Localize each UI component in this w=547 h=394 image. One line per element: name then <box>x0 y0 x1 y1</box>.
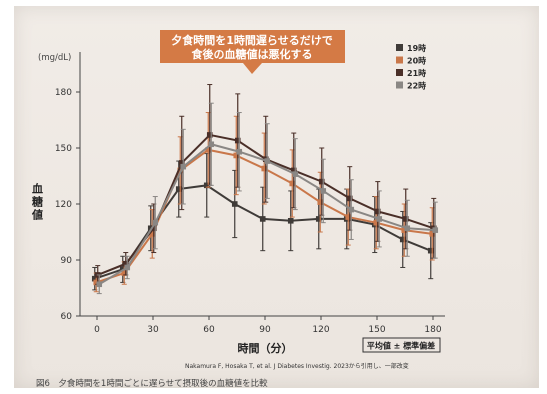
data-point <box>320 188 327 194</box>
legend-label: 21時 <box>407 68 426 78</box>
y-tick-label: 180 <box>55 88 72 98</box>
data-point <box>122 260 129 267</box>
data-point <box>234 137 241 144</box>
citation: Nakamura F, Hosaka T, et al. J Diabetes … <box>185 362 409 370</box>
data-point <box>427 247 434 254</box>
data-point <box>432 227 439 233</box>
data-point <box>376 216 383 222</box>
y-tick-label: 60 <box>61 312 73 322</box>
data-point <box>346 195 353 202</box>
x-tick-label: 0 <box>94 325 100 335</box>
data-point <box>404 225 411 232</box>
legend: 19時 20時 21時 22時 <box>396 43 426 91</box>
data-point <box>175 186 182 192</box>
data-point <box>150 225 157 232</box>
stats-badge-text: 平均値 ± 標準偏差 <box>367 341 435 351</box>
data-point <box>236 148 243 155</box>
data-point <box>373 219 380 226</box>
series-4 <box>96 102 439 295</box>
page-background <box>14 6 539 388</box>
data-point <box>401 227 408 233</box>
data-point <box>348 206 355 213</box>
data-point <box>259 216 266 222</box>
callout-line-1: 夕食時間を1時間遅らせるだけで <box>171 33 332 47</box>
data-point <box>374 208 381 215</box>
data-point <box>287 218 294 224</box>
data-point <box>233 152 240 159</box>
data-point <box>345 214 352 220</box>
data-point <box>178 160 185 166</box>
data-point <box>206 132 213 138</box>
stats-badge: 平均値 ± 標準偏差 <box>362 337 441 353</box>
data-point <box>289 180 296 187</box>
x-axis-title: 時間（分） <box>238 341 293 355</box>
data-point <box>290 167 297 174</box>
y-unit-label: (mg/dL) <box>38 53 71 63</box>
data-point <box>203 182 210 189</box>
x-tick-label: 150 <box>368 325 385 335</box>
y-tick-label: 90 <box>61 256 73 266</box>
callout-box: 夕食時間を1時間遅らせるだけで 食後の血糖値は悪化する <box>160 30 345 74</box>
series-3 <box>94 84 437 285</box>
data-point <box>121 270 128 276</box>
data-point <box>208 141 215 148</box>
series-layer <box>91 84 439 295</box>
stats-badge-frame <box>362 337 441 353</box>
data-point <box>149 231 156 237</box>
x-tick-label: 180 <box>424 325 441 335</box>
data-point <box>96 281 103 288</box>
data-point <box>91 275 98 282</box>
series-1 <box>91 153 434 291</box>
y-tick-label: 150 <box>55 144 72 154</box>
legend-label: 22時 <box>407 81 426 91</box>
figure-caption: 図6 夕食時間を1時間ごとに遅らせて摂取後の血糖値を比較 <box>36 378 268 389</box>
x-tick-label: 120 <box>312 325 329 335</box>
data-point <box>231 201 238 207</box>
legend-swatch <box>396 69 403 76</box>
data-point <box>402 216 409 222</box>
data-point <box>318 178 325 185</box>
data-point <box>177 167 184 174</box>
callout-line-2: 食後の血糖値は悪化する <box>192 47 313 61</box>
data-point <box>264 158 271 164</box>
data-point <box>124 264 131 271</box>
legend-swatch <box>396 81 403 89</box>
y-tick-label: 120 <box>55 200 72 210</box>
callout-shape <box>160 30 345 74</box>
data-point <box>261 165 268 172</box>
data-point <box>152 219 159 226</box>
legend-label: 19時 <box>407 43 426 53</box>
data-point <box>317 199 324 205</box>
data-point <box>399 236 406 243</box>
legend-swatch <box>396 56 403 64</box>
axes: 60 90 120 150 180 0 30 60 90 120 150 180 <box>55 52 445 335</box>
data-point <box>205 147 212 153</box>
data-point <box>429 231 436 237</box>
data-point <box>315 216 322 222</box>
legend-label: 20時 <box>407 56 426 66</box>
data-point <box>292 171 299 177</box>
data-point <box>93 279 100 286</box>
legend-swatch <box>396 44 403 51</box>
x-tick-label: 90 <box>259 325 271 335</box>
x-tick-label: 60 <box>203 325 215 335</box>
y-axis-title: 血糖値 <box>31 182 45 222</box>
x-tick-label: 30 <box>147 325 159 335</box>
data-point <box>180 163 187 170</box>
